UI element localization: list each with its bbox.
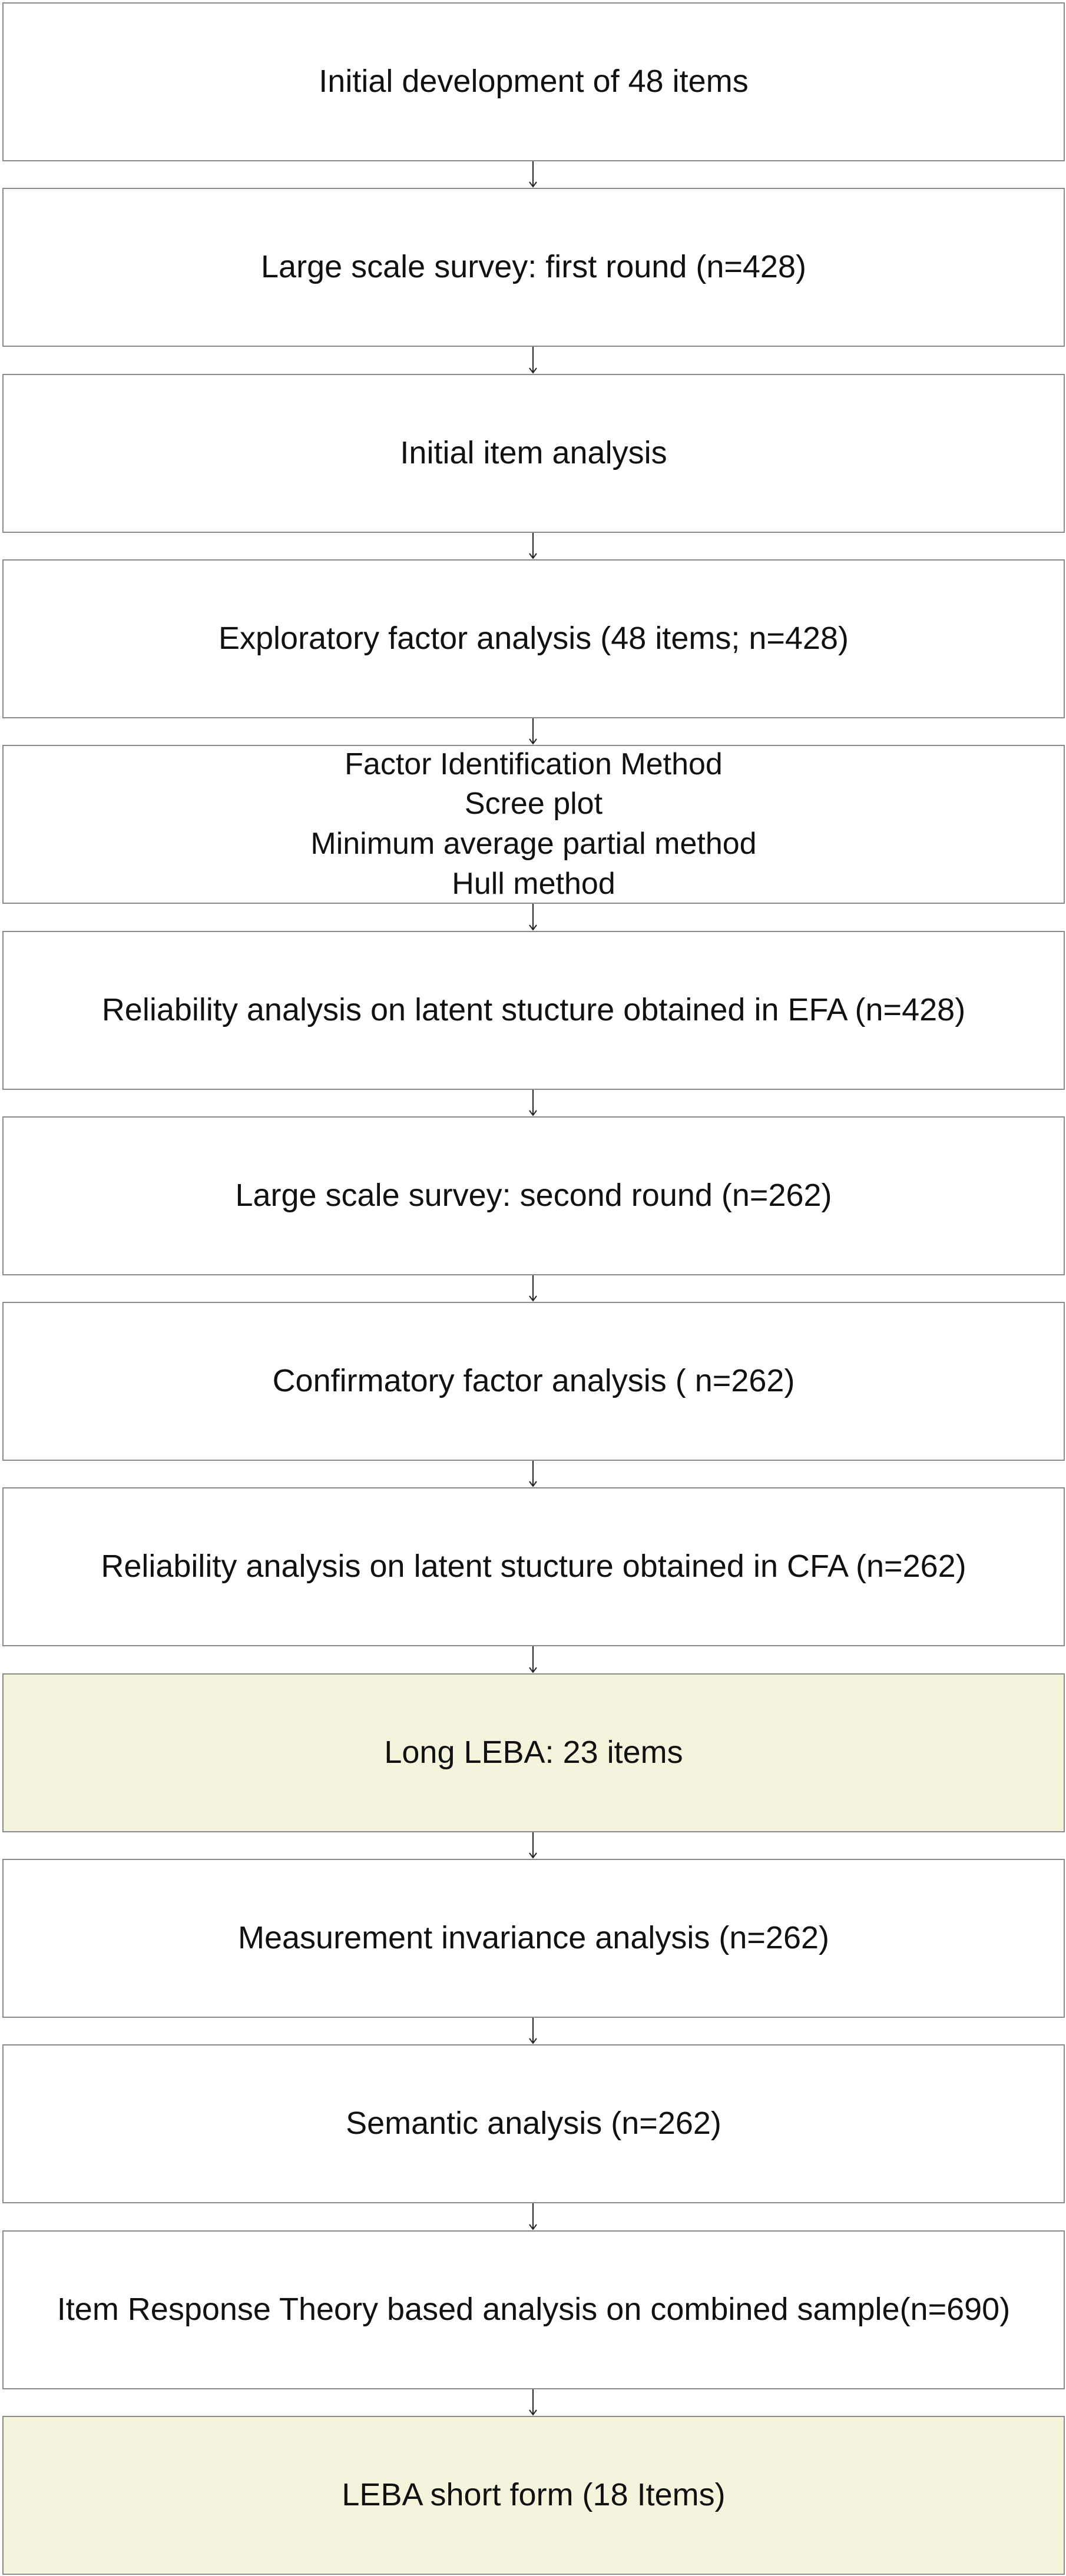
arrow-head <box>529 1667 537 1673</box>
flow-step-text: Scree plot <box>464 787 603 821</box>
arrow-down-icon <box>529 2203 537 2230</box>
flow-step-text: Factor Identification Method <box>345 747 723 781</box>
connector-arrow <box>527 1832 539 1859</box>
flow-step-3: Initial item analysis <box>2 374 1065 533</box>
arrow-head <box>529 1295 537 1302</box>
connector-arrow <box>527 718 539 745</box>
flow-step-7: Large scale survey: second round (n=262) <box>2 1116 1065 1275</box>
arrow-head <box>529 553 537 559</box>
arrow-down-icon <box>529 1646 537 1673</box>
flow-step-10: Long LEBA: 23 items <box>2 1673 1065 1832</box>
arrow-head <box>529 2224 537 2230</box>
arrow-down-icon <box>529 718 537 745</box>
connector-arrow <box>527 2203 539 2230</box>
flow-step-text: Initial development of 48 items <box>319 64 749 100</box>
flow-step-13: Item Response Theory based analysis on c… <box>2 2230 1065 2389</box>
flow-step-11: Measurement invariance analysis (n=262) <box>2 1859 1065 2018</box>
arrow-head <box>529 924 537 931</box>
flow-step-text: Large scale survey: first round (n=428) <box>261 249 806 285</box>
arrow-down-icon <box>529 533 537 559</box>
connector-arrow <box>527 1090 539 1116</box>
connector-arrow <box>527 1461 539 1487</box>
arrow-down-icon <box>529 347 537 374</box>
flow-step-5: Factor Identification Method Scree plot Mi… <box>2 745 1065 904</box>
flow-step-8: Confirmatory factor analysis ( n=262) <box>2 1302 1065 1461</box>
flow-step-text: Reliability analysis on latent stucture … <box>101 1549 966 1584</box>
flow-step-text: Large scale survey: second round (n=262) <box>235 1178 832 1214</box>
arrow-down-icon <box>529 2389 537 2416</box>
arrow-down-icon <box>529 1275 537 1302</box>
flow-step-text: Measurement invariance analysis (n=262) <box>237 1920 829 1956</box>
connector-arrow <box>527 1646 539 1673</box>
flow-step-12: Semantic analysis (n=262) <box>2 2044 1065 2203</box>
flow-step-1: Initial development of 48 items <box>2 2 1065 161</box>
connector-arrow <box>527 533 539 559</box>
arrow-down-icon <box>529 2018 537 2044</box>
arrow-down-icon <box>529 904 537 931</box>
flow-step-9: Reliability analysis on latent stucture … <box>2 1487 1065 1646</box>
flow-step-text: Long LEBA: 23 items <box>384 1735 683 1771</box>
flow-step-text: LEBA short form (18 Items) <box>342 2477 726 2513</box>
flow-step-text: Minimum average partial method <box>310 827 757 861</box>
arrow-head <box>529 1852 537 1859</box>
arrow-head <box>529 738 537 745</box>
flow-step-6: Reliability analysis on latent stucture … <box>2 931 1065 1090</box>
connector-arrow <box>527 2018 539 2044</box>
arrow-head <box>529 1481 537 1487</box>
arrow-head <box>529 2038 537 2044</box>
arrow-down-icon <box>529 1832 537 1859</box>
flow-step-4: Exploratory factor analysis (48 items; n… <box>2 559 1065 718</box>
flow-step-text: Semantic analysis (n=262) <box>346 2106 721 2141</box>
connector-arrow <box>527 347 539 374</box>
connector-arrow <box>527 904 539 931</box>
connector-arrow <box>527 1275 539 1302</box>
connector-arrow <box>527 2389 539 2416</box>
arrow-head <box>529 367 537 374</box>
arrow-head <box>529 1110 537 1116</box>
arrow-head <box>529 2409 537 2416</box>
arrow-head <box>529 181 537 188</box>
arrow-down-icon <box>529 161 537 188</box>
arrow-down-icon <box>529 1461 537 1487</box>
flow-step-14: LEBA short form (18 Items) <box>2 2416 1065 2575</box>
flow-step-text: Reliability analysis on latent stucture … <box>101 992 966 1028</box>
flow-step-text: Hull method <box>452 866 615 901</box>
flow-step-text: Initial item analysis <box>400 435 667 471</box>
flow-step-2: Large scale survey: first round (n=428) <box>2 188 1065 347</box>
flow-step-text: Exploratory factor analysis (48 items; n… <box>219 621 849 657</box>
flow-step-text: Confirmatory factor analysis ( n=262) <box>272 1363 795 1399</box>
arrow-down-icon <box>529 1090 537 1116</box>
connector-arrow <box>527 161 539 188</box>
flow-step-text: Item Response Theory based analysis on c… <box>57 2292 1011 2328</box>
